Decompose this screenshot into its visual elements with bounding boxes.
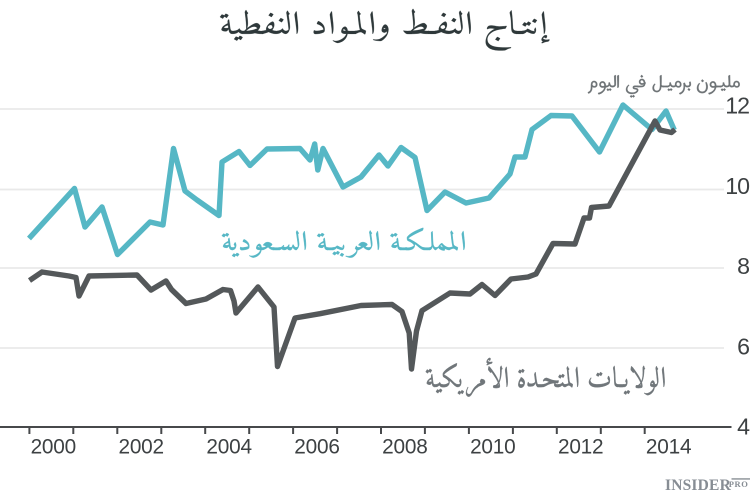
svg-text:2000: 2000 bbox=[31, 436, 76, 459]
svg-text:2014: 2014 bbox=[646, 436, 691, 459]
svg-text:2006: 2006 bbox=[294, 436, 339, 459]
svg-text:PRO: PRO bbox=[729, 479, 749, 489]
svg-text:8: 8 bbox=[737, 253, 749, 279]
svg-text:2002: 2002 bbox=[118, 436, 163, 459]
svg-text:2010: 2010 bbox=[470, 436, 515, 459]
svg-text:INSIDER: INSIDER bbox=[665, 477, 732, 490]
svg-text:6: 6 bbox=[737, 334, 749, 360]
svg-text:4: 4 bbox=[737, 414, 750, 440]
svg-text:2008: 2008 bbox=[382, 436, 427, 459]
svg-text:2004: 2004 bbox=[206, 436, 251, 459]
svg-text:10: 10 bbox=[725, 173, 749, 199]
svg-text:2012: 2012 bbox=[558, 436, 603, 459]
svg-text:12: 12 bbox=[725, 93, 749, 119]
